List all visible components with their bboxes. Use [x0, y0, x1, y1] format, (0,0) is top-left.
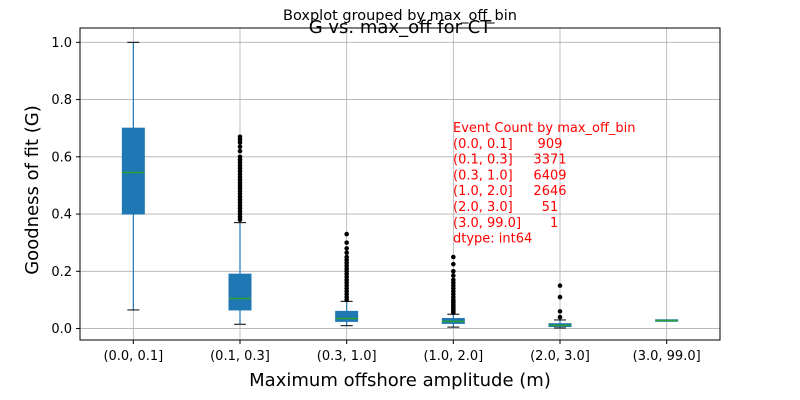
- flier-point: [344, 254, 349, 260]
- flier-point: [451, 273, 456, 278]
- x-tick-label: (0.1, 0.3]: [210, 349, 270, 364]
- boxes: [121, 41, 679, 329]
- ticks: 0.0 0.2 0.4 0.6 0.8 1.0 (0.0, 0.1] (0.1, 0.3] (0…: [51, 36, 700, 364]
- x-tick-label: (0.0, 0.1]: [103, 349, 163, 364]
- x-tick-label: (2.0, 3.0]: [530, 349, 590, 364]
- flier-point: [451, 277, 456, 283]
- box-group: [548, 283, 572, 329]
- flier-point: [557, 309, 563, 314]
- box-group: [121, 41, 145, 311]
- flier-point: [237, 134, 243, 140]
- flier-point: [237, 154, 243, 160]
- flier-point: [344, 246, 349, 251]
- flier-point: [237, 144, 243, 150]
- box-group: [441, 254, 465, 328]
- flier-point: [451, 254, 456, 260]
- flier-point: [451, 269, 456, 274]
- y-tick-label: 0.6: [51, 150, 72, 165]
- x-tick-label: (0.3, 1.0]: [317, 349, 377, 364]
- flier-point: [557, 294, 563, 300]
- annotation-line: (0.0, 0.1] 909: [453, 137, 562, 152]
- y-tick-label: 0.8: [51, 93, 72, 108]
- y-tick-label: 0.2: [51, 265, 72, 280]
- grid-lines: [80, 28, 720, 340]
- flier-point: [344, 240, 349, 245]
- box-group: [335, 231, 359, 327]
- y-axis-label: Goodness of fit (G): [22, 105, 43, 275]
- x-axis-label: Maximum offshore amplitude (m): [249, 370, 551, 391]
- box-group: [655, 319, 679, 322]
- box-iqr: [228, 273, 252, 311]
- annotation-line: Event Count by max_off_bin: [453, 121, 636, 136]
- flier-point: [344, 231, 349, 237]
- event-count-annotation: Event Count by max_off_bin(0.0, 0.1] 909…: [453, 121, 636, 247]
- annotation-line: (0.1, 0.3] 3371: [453, 153, 567, 168]
- suptitle: Boxplot grouped by max_off_bin: [283, 8, 517, 24]
- x-tick-label: (1.0, 2.0]: [423, 349, 483, 364]
- flier-point: [237, 148, 243, 154]
- y-tick-label: 0.4: [51, 208, 72, 223]
- annotation-line: (1.0, 2.0] 2646: [453, 184, 567, 199]
- chart-title: G vs. max_off for CT: [309, 17, 493, 38]
- flier-point: [557, 283, 563, 288]
- x-tick-label: (3.0, 99.0]: [633, 349, 701, 364]
- annotation-line: (0.3, 1.0] 6409: [453, 168, 567, 183]
- y-tick-label: 1.0: [51, 36, 72, 51]
- y-tick-label: 0.0: [51, 322, 72, 337]
- annotation-line: dtype: int64: [453, 232, 532, 247]
- box-group: [228, 134, 252, 325]
- annotation-line: (3.0, 99.0] 1: [453, 216, 558, 231]
- flier-point: [344, 250, 349, 255]
- axes-frame: [79, 27, 721, 341]
- flier-point: [451, 261, 456, 267]
- box-iqr: [335, 310, 359, 322]
- annotation-line: (2.0, 3.0] 51: [453, 200, 558, 215]
- flier-point: [557, 314, 563, 320]
- box-iqr: [121, 127, 145, 215]
